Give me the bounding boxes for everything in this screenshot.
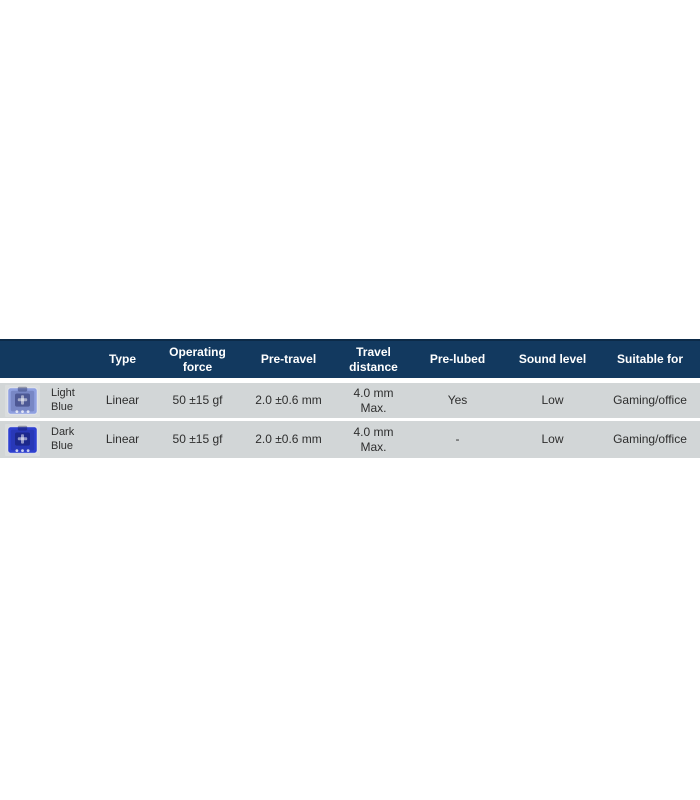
cell-type: Linear: [105, 432, 140, 447]
table-header-row: Type Operating force Pre-travel Travel d…: [0, 339, 700, 378]
cell-suitable-for: Gaming/office: [613, 393, 687, 408]
cell-type: Linear: [105, 393, 140, 408]
switch-name: Light Blue: [51, 386, 75, 413]
cell-sound-level: Low: [541, 393, 564, 408]
header-cell-operating-force: Operating force: [169, 344, 226, 374]
header-cell-pre-travel: Pre-travel: [260, 352, 317, 366]
dark-blue-switch-icon: [5, 423, 40, 456]
cell-sound-level: Low: [541, 432, 564, 447]
cell-pre-lubed: Yes: [447, 393, 468, 408]
light-blue-switch-icon: [5, 384, 40, 417]
cell-travel-distance: 4.0 mm Max.: [353, 386, 394, 415]
cell-pre-travel: 2.0 ±0.6 mm: [255, 432, 322, 447]
header-cell-travel-distance: Travel distance: [349, 344, 398, 374]
switch-spec-table: Type Operating force Pre-travel Travel d…: [0, 339, 700, 458]
cell-operating-force: 50 ±15 gf: [172, 432, 223, 447]
table-row-light-blue: Light Blue Linear 50 ±15 gf 2.0 ±0.6 mm …: [0, 383, 700, 418]
table-row-dark-blue: Dark Blue Linear 50 ±15 gf 2.0 ±0.6 mm 4…: [0, 421, 700, 458]
cell-operating-force: 50 ±15 gf: [172, 393, 223, 408]
switch-image-cell: [0, 423, 45, 456]
cell-pre-lubed: -: [455, 432, 460, 447]
header-cell-suitable-for: Suitable for: [616, 352, 683, 366]
header-cell-pre-lubed: Pre-lubed: [429, 352, 486, 366]
cell-pre-travel: 2.0 ±0.6 mm: [255, 393, 322, 408]
header-cell-type: Type: [108, 352, 137, 366]
cell-suitable-for: Gaming/office: [613, 432, 687, 447]
switch-name: Dark Blue: [51, 425, 75, 452]
switch-image-cell: [0, 384, 45, 417]
header-cell-sound-level: Sound level: [518, 352, 587, 366]
cell-travel-distance: 4.0 mm Max.: [353, 425, 394, 454]
